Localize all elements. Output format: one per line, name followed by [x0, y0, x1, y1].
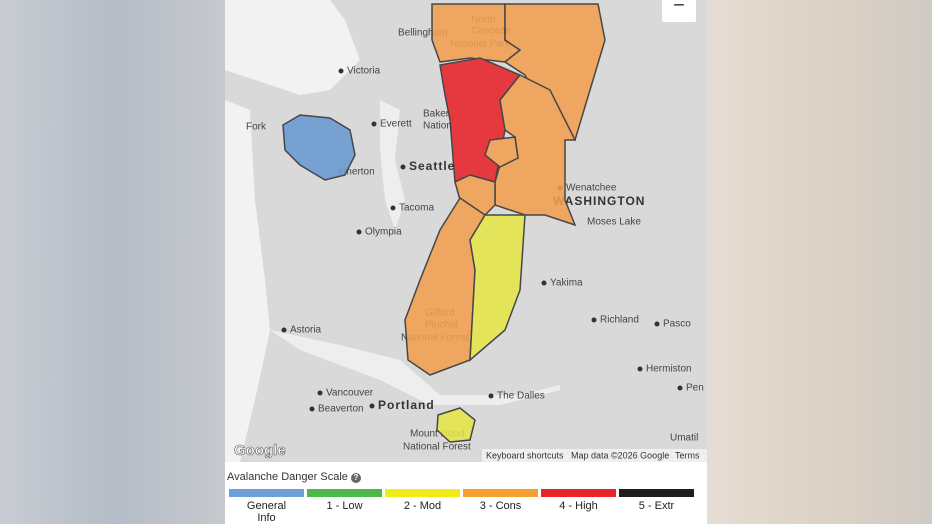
- map-label: Astoria: [290, 325, 322, 336]
- legend-item: 2 - Mod: [385, 489, 460, 512]
- river: [270, 330, 560, 405]
- map-label: Richland: [600, 315, 639, 326]
- city-dot: [654, 321, 660, 327]
- city-dot: [309, 406, 315, 412]
- google-logo: Google: [234, 442, 286, 459]
- map-label: Beaverton: [318, 404, 364, 415]
- map[interactable]: BellinghamNorthCascadeNational ParkVicto…: [225, 0, 707, 462]
- city-dot: [591, 317, 597, 323]
- city-dot: [637, 366, 643, 372]
- map-label: Portland: [378, 398, 435, 412]
- city-dot: [488, 393, 494, 399]
- blurred-bg: [707, 0, 932, 524]
- legend-swatch: [229, 489, 304, 497]
- legend-title-text: Avalanche Danger Scale: [227, 471, 348, 483]
- city-dot: [317, 390, 323, 396]
- legend-label: 4 - High: [559, 500, 598, 512]
- map-label: Yakima: [550, 278, 583, 289]
- zone[interactable]: [484, 136, 519, 168]
- terms[interactable]: Terms: [675, 450, 700, 460]
- map-data: Map data ©2026 Google: [571, 450, 669, 460]
- map-label: Bellingham: [398, 28, 447, 39]
- blurred-bg: [0, 0, 225, 524]
- city-dot: [338, 68, 344, 74]
- zone[interactable]: [494, 74, 577, 227]
- legend-swatch: [463, 489, 538, 497]
- help-icon[interactable]: ?: [350, 473, 361, 483]
- water: [225, 0, 360, 95]
- legend-item: 1 - Low: [307, 489, 382, 512]
- map-label: emerton: [338, 167, 375, 178]
- zones: [282, 3, 606, 443]
- city-dot: [369, 403, 375, 409]
- map-label: Moses Lake: [587, 217, 641, 228]
- zone[interactable]: [436, 407, 476, 443]
- map-label: Tacoma: [399, 203, 434, 214]
- shortcuts[interactable]: Keyboard shortcuts: [486, 450, 564, 460]
- city-dot: [281, 327, 287, 333]
- zoom-button[interactable]: [662, 0, 696, 22]
- zone[interactable]: [282, 114, 356, 181]
- map-label: National Forest: [403, 442, 471, 453]
- legend: Avalanche Danger Scale? General Info 1 - …: [225, 462, 707, 524]
- map-label: Victoria: [347, 66, 381, 77]
- legend-label: 5 - Extr: [638, 500, 675, 512]
- water: [380, 100, 405, 230]
- map-label: Umatil: [670, 433, 698, 444]
- legend-title: Avalanche Danger Scale?: [227, 471, 361, 483]
- legend-label: 3 - Cons: [479, 500, 522, 512]
- legend-swatch: [385, 489, 460, 497]
- map-label: Olympia: [365, 227, 402, 238]
- map-label: Seattle: [409, 159, 455, 173]
- city-dot: [371, 121, 377, 127]
- zoom-out[interactable]: −: [673, 0, 685, 16]
- zone[interactable]: [469, 214, 526, 362]
- legend-swatch: [541, 489, 616, 497]
- map-label: WASHINGTON: [553, 194, 645, 208]
- city-dot: [400, 164, 406, 170]
- map-label: Baker: [423, 109, 450, 120]
- water: [225, 100, 270, 462]
- map-label: Vancouver: [326, 388, 374, 399]
- legend-item: 3 - Cons: [463, 489, 538, 512]
- legend-label: 2 - Mod: [403, 500, 442, 512]
- legend-item: General Info: [229, 489, 304, 524]
- attribution-bg: [482, 449, 707, 462]
- legend-swatch: [307, 489, 382, 497]
- map-label: Pasco: [663, 319, 691, 330]
- map-label: Pen: [686, 383, 704, 394]
- city-dot: [390, 205, 396, 211]
- map-label: Fork: [246, 122, 267, 133]
- map-label: Hermiston: [646, 364, 692, 375]
- city-dot: [541, 280, 547, 286]
- city-dot: [677, 385, 683, 391]
- city-dot: [356, 229, 362, 235]
- legend-label: 1 - Low: [326, 500, 363, 512]
- legend-label: General Info: [246, 500, 287, 524]
- legend-swatch: [619, 489, 694, 497]
- map-label: Mount Hood: [410, 429, 464, 440]
- legend-item: 5 - Extr: [619, 489, 694, 512]
- legend-item: 4 - High: [541, 489, 616, 512]
- map-label: Everett: [380, 119, 412, 130]
- map-label: Nation: [423, 121, 452, 132]
- map-label: Wenatchee: [566, 183, 617, 194]
- map-label: The Dalles: [497, 391, 545, 402]
